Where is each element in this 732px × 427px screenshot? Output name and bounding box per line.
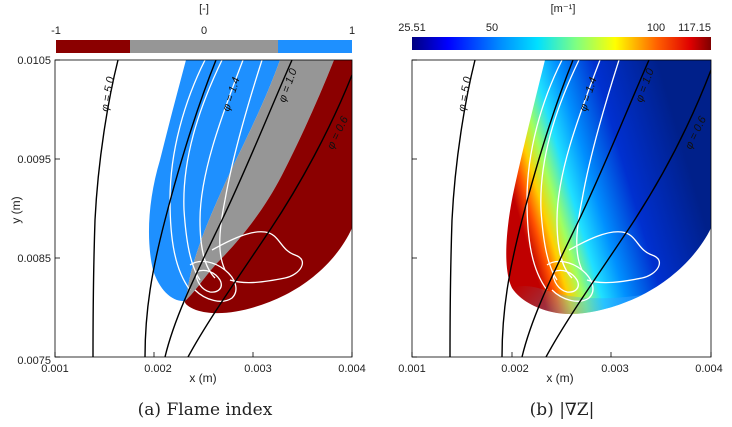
colorbar-a-segment-3: [278, 40, 352, 53]
xlabel-b: x (m): [546, 371, 573, 385]
ytick-a-1: 0.0075: [17, 355, 51, 367]
colorbar-b-tick-2: 50: [486, 22, 498, 34]
xtick-b-2: 0.002: [501, 363, 529, 375]
colorbar-b-unit: [m⁻¹]: [551, 3, 576, 15]
xtick-b-1: 0.001: [398, 363, 426, 375]
plot-area-b: [412, 60, 711, 357]
white-isolines-a: [169, 60, 304, 302]
flame-index-negative-region: [184, 60, 352, 314]
ticks-b: [411, 59, 712, 358]
panel-a: [-] -1 0 1: [9, 3, 366, 420]
colorbar-a-tick-max: 1: [349, 25, 355, 37]
xtick-a-3: 0.003: [244, 363, 272, 375]
xtick-a-2: 0.002: [144, 363, 172, 375]
colorbar-a-tick-mid: 0: [201, 25, 207, 37]
xtick-a-4: 0.004: [338, 363, 366, 375]
colorbar-b-tick-4: 117.15: [678, 22, 711, 34]
ytick-a-2: 0.0085: [17, 253, 51, 265]
xtick-b-3: 0.003: [601, 363, 629, 375]
colorbar-b-tick-3: 100: [647, 22, 665, 34]
colorbar-a-tick-min: -1: [51, 25, 61, 37]
ticks-a: [54, 59, 353, 358]
black-isolines-a: [92, 60, 352, 357]
xtick-b-4: 0.004: [695, 363, 723, 375]
xtick-a-1: 0.001: [41, 363, 69, 375]
ytick-a-3: 0.0095: [17, 154, 51, 166]
ylabel-a: y (m): [9, 196, 23, 223]
colorbar-b: [m⁻¹] 25.51 50 100 117.15: [398, 3, 711, 50]
gradient-magnitude-field: [506, 60, 711, 315]
caption-a: (a) Flame index: [138, 400, 273, 420]
colorbar-a-segment-2: [130, 40, 278, 53]
plot-area-a: [55, 60, 352, 357]
colorbar-a-unit: [-]: [199, 3, 209, 15]
xlabel-a: x (m): [189, 371, 216, 385]
colorbar-a: [-] -1 0 1: [51, 3, 355, 53]
panel-b: [m⁻¹] 25.51 50 100 117.15: [398, 3, 723, 420]
plot-frame-b: [411, 59, 712, 358]
colorbar-a-segment-1: [56, 40, 130, 53]
black-isolines-b: [449, 60, 711, 357]
flame-index-neutral-region: [186, 60, 334, 300]
white-isolines-b: [526, 60, 661, 302]
colorbar-b-tick-1: 25.51: [398, 22, 426, 34]
plot-frame-a: [54, 59, 353, 358]
ytick-a-4: 0.0105: [17, 55, 51, 67]
caption-b: (b) |∇Z|: [530, 400, 595, 420]
colorbar-b-ramp: [412, 37, 711, 50]
